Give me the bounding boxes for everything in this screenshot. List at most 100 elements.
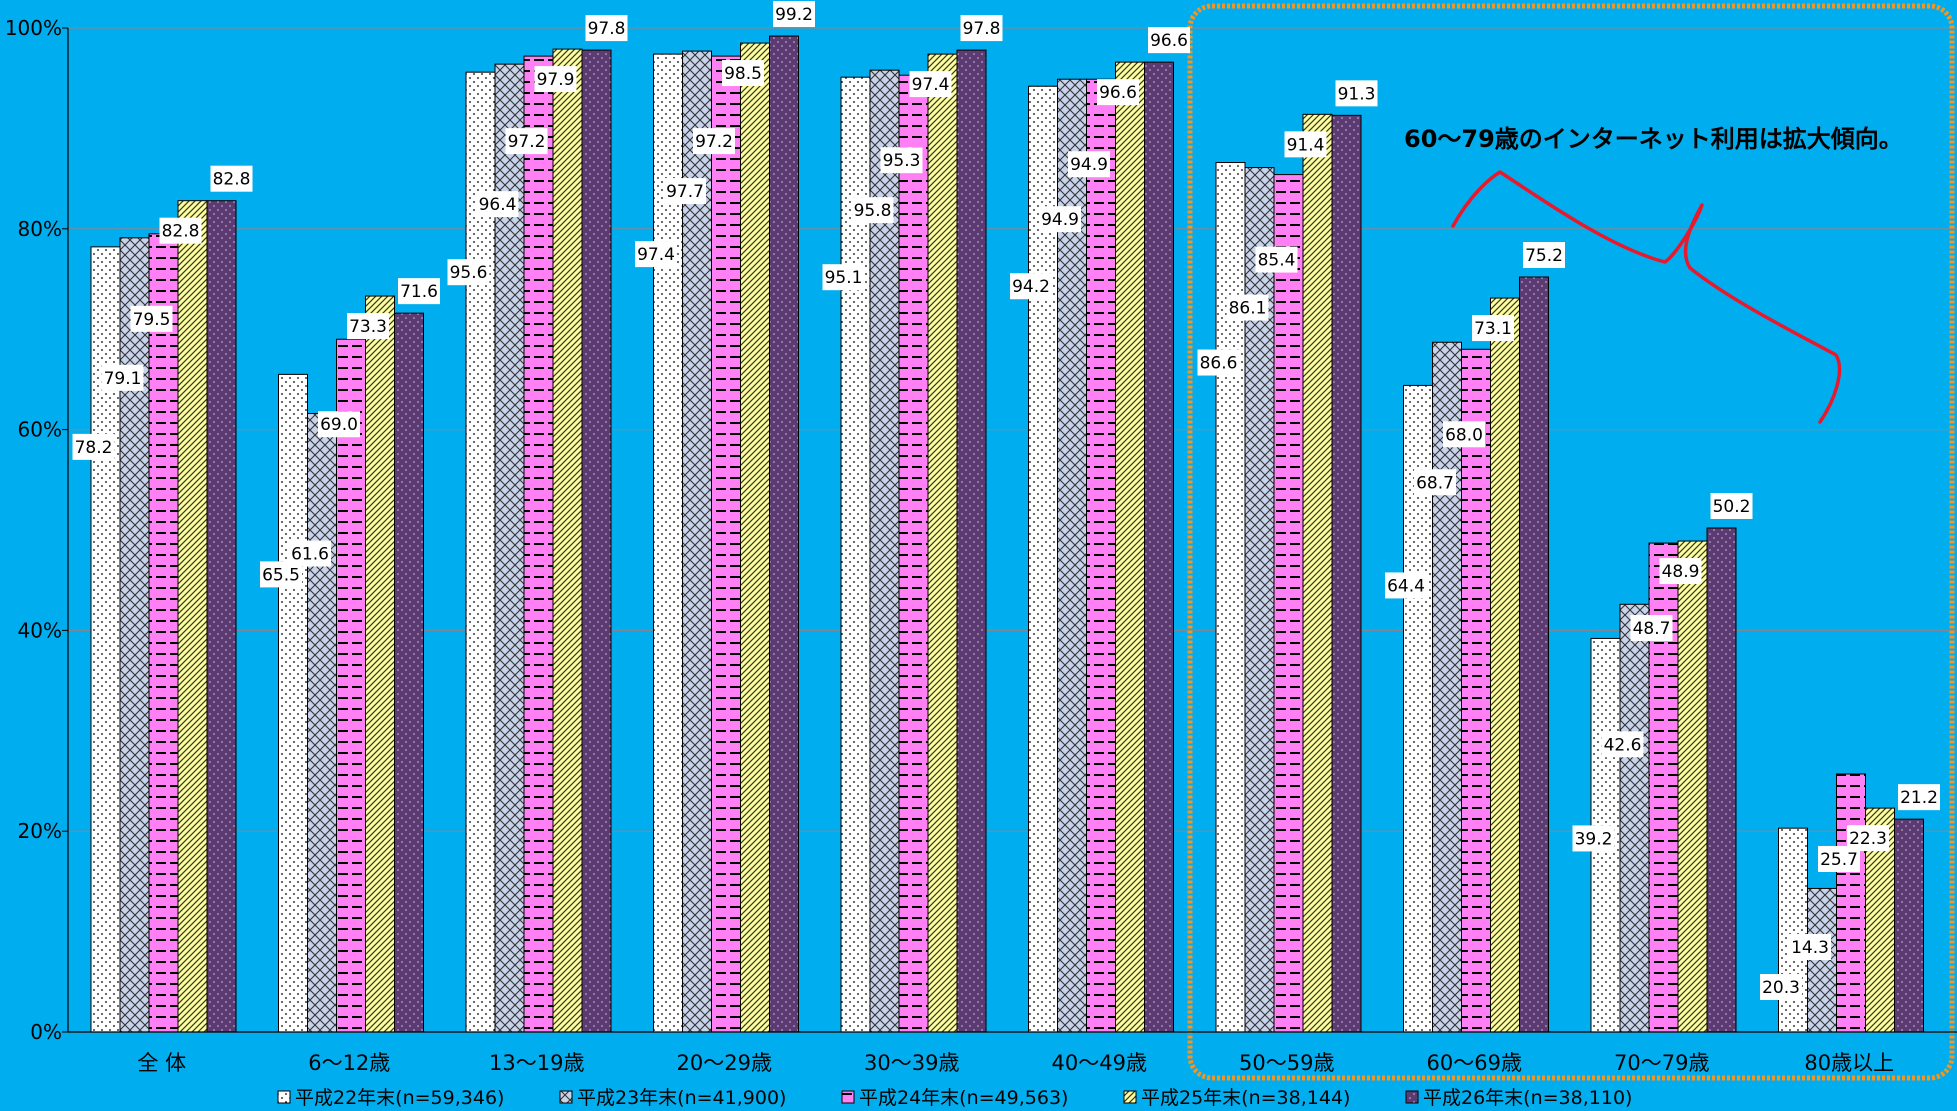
- data-label: 96.4: [479, 195, 517, 215]
- legend-label: 平成25年末(n=38,144): [1141, 1087, 1350, 1109]
- legend-label: 平成24年末(n=49,563): [859, 1087, 1068, 1109]
- bar: [1519, 276, 1549, 1033]
- data-label: 42.6: [1604, 735, 1642, 755]
- data-label: 91.3: [1338, 84, 1376, 104]
- data-label: 95.3: [883, 151, 921, 171]
- data-label: 65.5: [262, 565, 300, 585]
- data-label-box: [1068, 151, 1110, 178]
- bar: [523, 55, 554, 1033]
- bar: [365, 295, 395, 1033]
- data-label-box: [505, 128, 548, 155]
- y-tick-label: 60%: [18, 418, 62, 442]
- x-tick-label: 70～79歳: [1614, 1051, 1709, 1075]
- data-label-box: [960, 15, 1003, 42]
- data-label-box: [635, 241, 677, 268]
- bar: [206, 200, 237, 1033]
- bar: [1057, 78, 1087, 1033]
- bar: [1894, 818, 1924, 1033]
- data-label: 73.1: [1474, 319, 1512, 339]
- data-label: 79.1: [104, 369, 142, 389]
- x-tick-label: 30～39歳: [864, 1051, 959, 1075]
- data-label: 86.6: [1200, 354, 1238, 374]
- data-label-box: [1710, 492, 1753, 519]
- bar: [278, 373, 308, 1033]
- data-label-box: [1284, 131, 1327, 158]
- data-label: 97.8: [963, 19, 1001, 39]
- data-label: 86.1: [1229, 299, 1267, 319]
- data-label-box: [851, 197, 894, 224]
- data-label-box: [1659, 558, 1702, 585]
- data-label-box: [1010, 273, 1052, 300]
- data-label-box: [722, 60, 764, 87]
- data-label: 95.8: [854, 201, 892, 221]
- data-label: 85.4: [1258, 251, 1296, 271]
- bar: [1115, 61, 1145, 1033]
- y-tick-label: 40%: [18, 618, 62, 642]
- data-label: 25.7: [1820, 850, 1858, 870]
- bar: [1490, 297, 1520, 1033]
- bar: [956, 49, 987, 1033]
- data-label: 50.2: [1713, 497, 1751, 517]
- data-label-box: [880, 147, 923, 174]
- data-label-box: [1760, 974, 1802, 1000]
- data-label-box: [534, 66, 577, 93]
- bar: [1706, 527, 1737, 1033]
- annotation-text: 60～79歳のインターネット利用は拡大傾向。: [1404, 125, 1903, 153]
- legend-swatch: [559, 1090, 573, 1104]
- data-label-box: [822, 264, 865, 291]
- legend-label: 平成22年末(n=59,346): [295, 1087, 504, 1109]
- data-label-box: [289, 540, 331, 567]
- data-label-box: [101, 364, 144, 391]
- data-label-box: [693, 128, 735, 155]
- bars: [90, 35, 1924, 1033]
- data-label-box: [318, 411, 360, 438]
- data-label-box: [1898, 784, 1940, 811]
- data-label: 98.5: [724, 64, 762, 84]
- data-label: 95.1: [825, 268, 863, 288]
- annotation: 60～79歳のインターネット利用は拡大傾向。: [1404, 125, 1903, 424]
- data-label: 97.9: [537, 70, 575, 90]
- data-label: 22.3: [1849, 829, 1887, 849]
- data-label: 97.8: [588, 19, 626, 39]
- y-tick-label: 100%: [5, 16, 62, 40]
- data-label: 20.3: [1762, 978, 1800, 998]
- data-label: 39.2: [1575, 829, 1613, 849]
- bar: [1807, 887, 1837, 1033]
- bar: [898, 74, 929, 1033]
- data-label: 94.9: [1041, 210, 1079, 230]
- legend-label: 平成26年末(n=38,110): [1423, 1087, 1632, 1109]
- data-label-box: [1335, 80, 1378, 107]
- bar: [1778, 827, 1808, 1033]
- annotation-line: [1451, 170, 1842, 424]
- bar: [1144, 61, 1174, 1033]
- x-tick-label: 20～29歳: [677, 1051, 772, 1075]
- data-label-box: [1414, 469, 1456, 496]
- data-label-box: [1255, 246, 1298, 273]
- bar: [394, 312, 424, 1033]
- bar: [1086, 78, 1116, 1033]
- y-tick-label: 0%: [30, 1020, 62, 1044]
- data-label-box: [1472, 315, 1514, 342]
- bar: [927, 53, 958, 1033]
- data-labels: 78.2 79.1 79.5 82.8 82.8 65.561.6 69.0 73.3 71.6…: [72, 1, 1940, 1000]
- bar: [552, 48, 583, 1033]
- y-tick-label: 80%: [18, 217, 62, 241]
- data-label-box: [664, 178, 706, 205]
- data-label-box: [1789, 934, 1831, 960]
- data-label-box: [347, 313, 389, 340]
- data-label: 75.2: [1525, 246, 1563, 266]
- data-label-box: [1847, 825, 1889, 852]
- data-label: 97.7: [666, 182, 704, 202]
- bar: [711, 55, 741, 1033]
- axes: 0% 20% 40% 60% 80% 100% 全 体 6～12歳 13～19歳 20～29歳 30…: [5, 16, 1957, 1075]
- data-label: 71.6: [400, 282, 438, 302]
- bar: [1677, 540, 1708, 1033]
- data-label-box: [1226, 294, 1269, 321]
- data-label-box: [1572, 825, 1615, 852]
- data-label: 73.3: [349, 317, 387, 337]
- data-label-box: [1097, 79, 1139, 106]
- data-label: 69.0: [320, 415, 358, 435]
- bar: [1432, 341, 1462, 1033]
- data-label: 94.9: [1070, 155, 1108, 175]
